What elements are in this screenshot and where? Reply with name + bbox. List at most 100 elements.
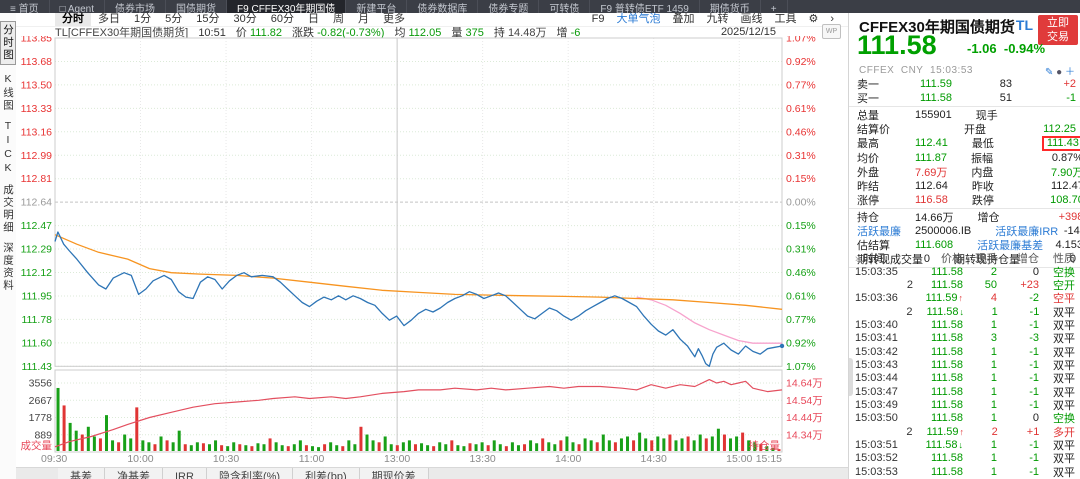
- bottom-tab[interactable]: 基差: [58, 468, 105, 479]
- time-axis-label: 10:30: [213, 453, 239, 465]
- tick-col-header[interactable]: 现手: [975, 252, 997, 265]
- timeframe-tabs: 分时 多日 1分 5分 15分 30分 60分 日 周 月 更多: [55, 13, 412, 26]
- sidebar-item-mode[interactable]: 深度资料: [2, 241, 14, 292]
- timeframe-tab[interactable]: 60分: [270, 13, 294, 25]
- tick-cell: 空换: [1053, 413, 1075, 426]
- quote-cell: 均价: [857, 152, 879, 165]
- sidebar-item-mode[interactable]: 成交明细: [2, 183, 14, 234]
- timeframe-tab[interactable]: 多日: [98, 13, 120, 25]
- sidebar-item-active[interactable]: 分时图: [0, 21, 16, 65]
- quote-row: 持仓 14.66万 增仓 +3984: [849, 210, 1080, 224]
- tick-cell: 双平: [1053, 320, 1075, 333]
- currency: CNY: [900, 65, 924, 76]
- tick-cell: -1: [1029, 465, 1039, 478]
- bottom-tab[interactable]: IRR: [163, 468, 207, 479]
- timeseries-chart[interactable]: 113.85 1.07% 113.68 0.92% 113.50 0.77% 113.33 0…: [16, 33, 848, 466]
- quote-cell: -14.6753: [1063, 224, 1080, 237]
- chart-column: 分时 多日 1分 5分 15分 30分 60分日周月更多 F9 大单气泡 叠加 九转 画线 工具 ⚙ › …: [16, 13, 848, 479]
- edit-icon[interactable]: ✎: [1045, 67, 1054, 78]
- topbar-tab[interactable]: 债券数据库: [407, 0, 479, 13]
- bottom-tab[interactable]: 隐含利率(%): [206, 468, 294, 479]
- tick-row: 2 111.58 50 +23 空开: [849, 278, 1080, 292]
- panel-collapse-handle[interactable]: [849, 358, 853, 396]
- topbar-tab[interactable]: □ Agent: [50, 0, 106, 13]
- chevron-right-icon[interactable]: ›: [830, 13, 834, 25]
- down-tick-arrow-icon: ↓: [959, 306, 965, 317]
- oi-axis-label: 14.44万: [786, 412, 823, 424]
- time-axis-label: 13:00: [384, 453, 410, 465]
- bottom-tab[interactable]: 期现价差: [359, 468, 429, 479]
- time-axis-label: 13:30: [469, 453, 495, 465]
- timeframe-tab[interactable]: 5分: [165, 13, 183, 25]
- divider: [849, 106, 1080, 108]
- sidebar-item-mode[interactable]: TICK: [2, 119, 14, 176]
- tool-item[interactable]: 画线: [740, 13, 763, 25]
- topbar-tab[interactable]: +: [761, 0, 788, 13]
- trade-now-button[interactable]: 立即 交易: [1038, 15, 1078, 45]
- quote-cell: 111.58: [919, 92, 952, 105]
- quote-row: 总量 155901 现手 1: [849, 108, 1080, 122]
- quote-cell: 持仓: [857, 211, 879, 224]
- timeframe-tab[interactable]: 30分: [233, 13, 257, 25]
- quote-cell: 1: [1032, 109, 1080, 121]
- tool-item[interactable]: 工具: [774, 13, 797, 25]
- inc-value: -6: [570, 27, 581, 39]
- timeframe-tab[interactable]: 15分: [196, 13, 220, 25]
- tick-col-header[interactable]: 价格: [941, 252, 963, 265]
- topbar-tab[interactable]: ≡ 首页: [0, 0, 50, 13]
- quote-cell: 振幅: [971, 152, 994, 165]
- wp-widget-icon[interactable]: WP: [822, 24, 841, 39]
- quote-row: 最高 112.41 最低 111.43: [849, 135, 1080, 151]
- tick-cell: 1: [990, 319, 997, 332]
- bottom-tab[interactable]: 利差(bp): [293, 468, 360, 479]
- volume-axis-label: 889: [34, 429, 52, 441]
- topbar-tab[interactable]: F9 普转债ETF 1459: [590, 0, 700, 13]
- quote-row: 估结算 111.608 活跃最廉基差 4.1538: [849, 238, 1080, 252]
- tick-col-header[interactable]: 性质: [1053, 252, 1075, 265]
- pct-axis-label: 0.15%: [786, 220, 816, 232]
- quote-cell: 51: [999, 92, 1012, 105]
- quote-cell: 0: [1069, 253, 1076, 266]
- quote-link[interactable]: 活跃最廉: [857, 225, 901, 238]
- collapse-chevron-icon[interactable]: »: [855, 252, 862, 265]
- quote-link[interactable]: 活跃最廉基差: [977, 240, 1044, 253]
- timeframe-tab[interactable]: 更多: [383, 13, 405, 25]
- price-axis-label: 112.64: [21, 197, 52, 209]
- timeframe-tab[interactable]: 1分: [134, 13, 152, 25]
- topbar-tab[interactable]: 国债期货: [166, 0, 228, 13]
- quote-link[interactable]: 活跃最廉IRR: [995, 225, 1059, 238]
- avg-label: 均: [394, 27, 406, 39]
- topbar-tab[interactable]: 债券专题: [478, 0, 540, 13]
- tick-col-header[interactable]: 增仓: [1017, 252, 1039, 265]
- tick-cell: -1: [1029, 372, 1039, 385]
- timeframe-tab[interactable]: 月: [358, 13, 369, 25]
- quote-cell: 111.87: [915, 151, 948, 164]
- topbar-tab[interactable]: 期债货币: [700, 0, 761, 13]
- topbar-tab[interactable]: F9 CFFEX30年期国债: [227, 0, 347, 13]
- topbar-tab[interactable]: 新建平台: [346, 0, 408, 13]
- topbar-tab[interactable]: 债券市场: [105, 0, 167, 13]
- tick-cell: 111.58: [930, 332, 963, 345]
- timeframe-tab[interactable]: 分时: [55, 13, 91, 26]
- tool-item[interactable]: F9: [591, 13, 605, 25]
- down-tick-arrow-icon: ↓: [958, 440, 964, 451]
- quote-cell: 83: [999, 78, 1012, 91]
- tick-cell: -1: [1029, 319, 1039, 332]
- tick-col-header[interactable]: » 时间: [855, 252, 886, 265]
- tool-item[interactable]: 叠加: [672, 13, 695, 25]
- sidebar-item-mode[interactable]: K线图: [2, 72, 14, 112]
- bottom-tab[interactable]: 净基差: [105, 468, 163, 479]
- settings-gear-icon[interactable]: ⚙: [808, 13, 819, 25]
- tick-cell: 1: [990, 372, 997, 385]
- tool-item[interactable]: 大单气泡: [616, 13, 661, 25]
- pie-icon[interactable]: ●: [1056, 67, 1063, 78]
- timeframe-tab[interactable]: 周: [333, 13, 344, 25]
- quote-cell: 7.69万: [915, 166, 948, 179]
- instrument-info-line: TL[CFFEX30年期国债期货] 10:51 价 111.82 涨跌 -0.8…: [16, 27, 848, 40]
- timeframe-tab[interactable]: 日: [308, 13, 319, 25]
- add-icon[interactable]: ＋: [1065, 67, 1075, 78]
- tick-cell: 2: [906, 425, 913, 438]
- topbar-tab[interactable]: 可转债: [539, 0, 591, 13]
- tick-cell: 双平: [1053, 333, 1075, 346]
- tool-item[interactable]: 九转: [706, 13, 729, 25]
